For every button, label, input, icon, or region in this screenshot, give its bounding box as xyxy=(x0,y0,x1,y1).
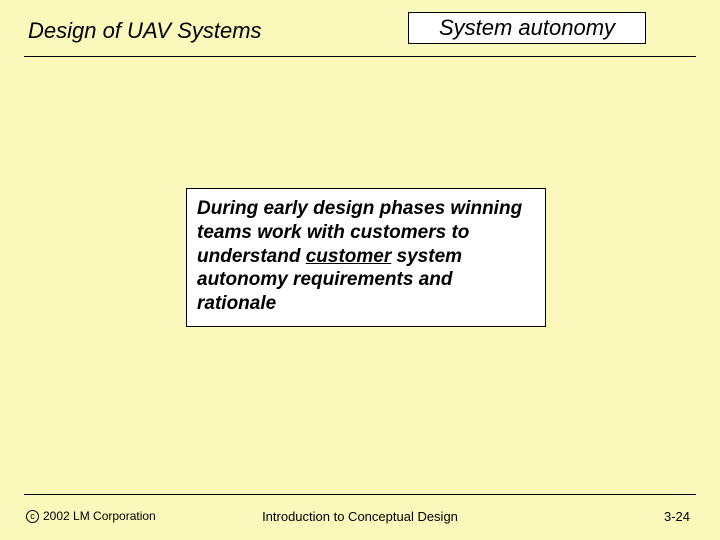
footer-divider xyxy=(24,494,696,495)
header-left-title: Design of UAV Systems xyxy=(28,18,262,44)
body-text: During early design phases winning teams… xyxy=(197,197,535,316)
slide: Design of UAV Systems System autonomy Du… xyxy=(0,0,720,540)
header-right-title: System autonomy xyxy=(439,15,615,41)
body-text-underlined: customer xyxy=(306,246,392,267)
footer-center-text: Introduction to Conceptual Design xyxy=(0,509,720,524)
header-divider xyxy=(24,56,696,57)
slide-header: Design of UAV Systems System autonomy xyxy=(0,0,720,58)
header-right-box: System autonomy xyxy=(408,12,646,44)
body-callout-box: During early design phases winning teams… xyxy=(186,188,546,327)
slide-footer: c 2002 LM Corporation Introduction to Co… xyxy=(0,500,720,530)
page-number: 3-24 xyxy=(664,509,690,524)
